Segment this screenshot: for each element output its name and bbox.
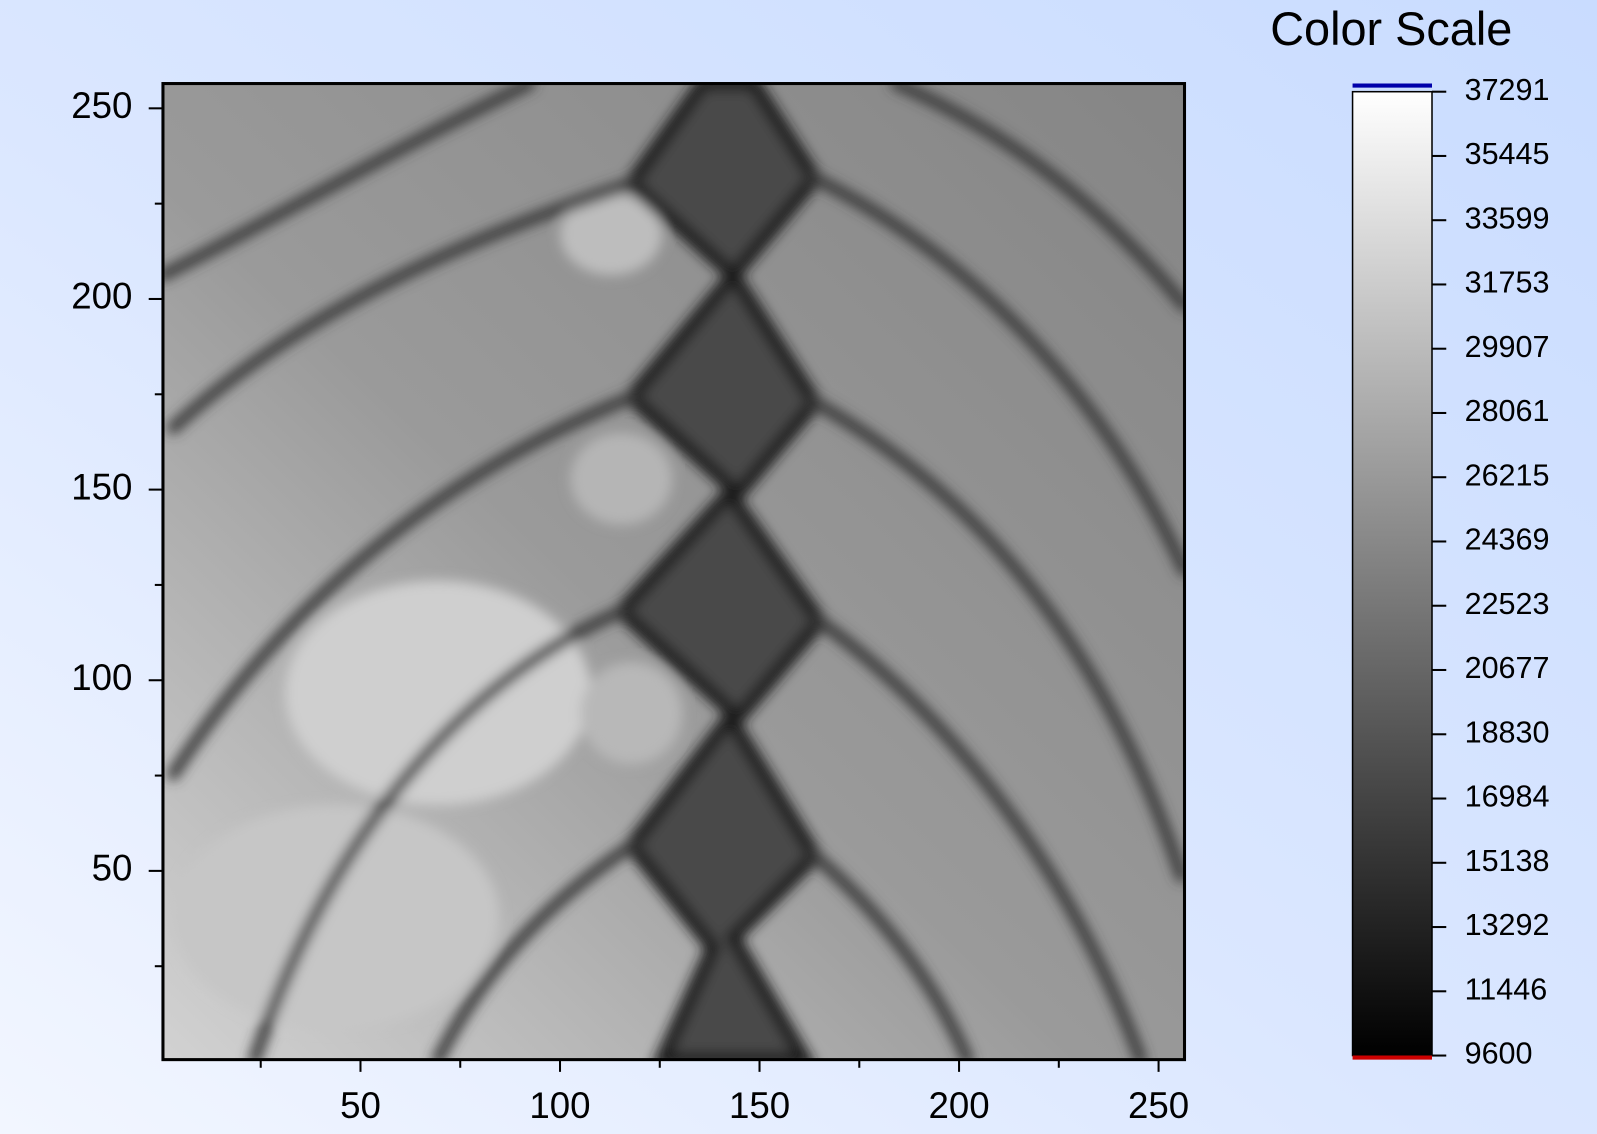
colorbar-title: Color Scale: [1270, 3, 1512, 55]
colorbar-tick-label: 24369: [1465, 523, 1550, 557]
x-tick-label: 100: [529, 1085, 590, 1126]
colorbar-tick-label: 37291: [1465, 73, 1550, 107]
x-tick-label: 50: [340, 1085, 381, 1126]
y-tick-label: 50: [92, 848, 133, 889]
colorbar-tick-label: 16984: [1465, 780, 1550, 814]
plot-frame: [161, 82, 1187, 1062]
colorbar-tick-label: 33599: [1465, 201, 1550, 235]
colorbar-tick-label: 11446: [1465, 972, 1548, 1006]
y-tick-label: 100: [71, 657, 132, 698]
colorbar: [1351, 90, 1433, 1057]
colorbar-tick-label: 22523: [1465, 587, 1550, 621]
colorbar-tick-label: 20677: [1465, 651, 1550, 685]
colorbar-tick-label: 9600: [1465, 1037, 1533, 1071]
colorbar-tick-label: 15138: [1465, 844, 1550, 878]
x-tick-label: 150: [729, 1085, 790, 1126]
colorbar-tick-label: 29907: [1465, 330, 1550, 364]
colorbar-tick-label: 35445: [1465, 137, 1550, 171]
y-tick-label: 200: [71, 276, 132, 317]
colorbar-tick-label: 28061: [1465, 394, 1550, 428]
colorbar-tick-label: 31753: [1465, 266, 1550, 300]
colorbar-tick-label: 26215: [1465, 458, 1550, 492]
colorbar-tick-label: 13292: [1465, 908, 1550, 942]
y-tick-label: 250: [71, 85, 132, 126]
heatmap-image: [162, 83, 1185, 1060]
colorbar-tick-label: 18830: [1465, 715, 1550, 749]
x-tick-label: 200: [928, 1085, 989, 1126]
x-tick-label: 250: [1128, 1085, 1189, 1126]
y-tick-label: 150: [71, 466, 132, 507]
